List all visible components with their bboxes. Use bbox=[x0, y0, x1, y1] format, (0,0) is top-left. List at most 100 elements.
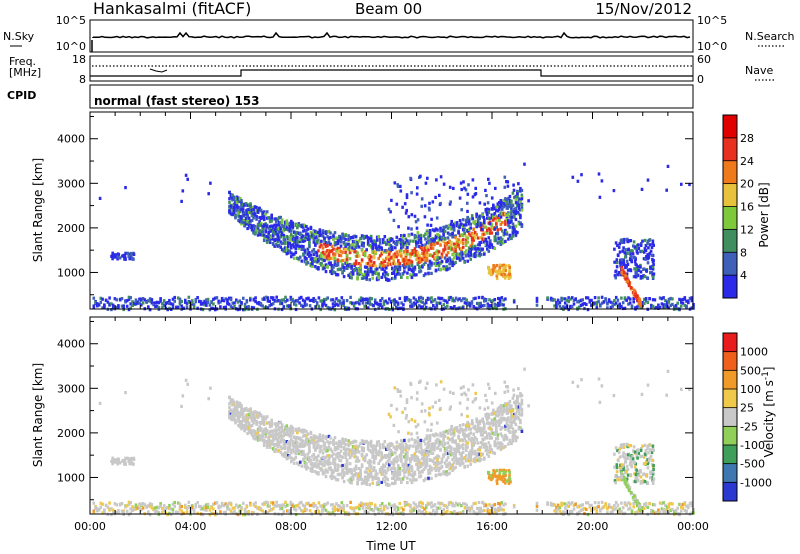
velocity-cell bbox=[465, 503, 468, 507]
power-cell bbox=[320, 239, 323, 243]
power-cell bbox=[422, 245, 426, 250]
velocity-cell bbox=[344, 466, 347, 470]
velocity-cell bbox=[288, 429, 292, 434]
power-cell bbox=[129, 255, 132, 259]
velocity-cell bbox=[253, 410, 257, 414]
velocity-cell bbox=[588, 503, 592, 508]
power-cell bbox=[329, 242, 332, 246]
power-cell bbox=[428, 253, 432, 257]
velocity-cell bbox=[275, 500, 278, 504]
power-cell bbox=[418, 256, 421, 260]
velocity-cell bbox=[111, 458, 114, 462]
velocity-cell bbox=[231, 506, 235, 510]
velocity-cell bbox=[354, 506, 358, 510]
power-cell bbox=[388, 252, 391, 256]
velocity-cell bbox=[287, 428, 290, 432]
power-cell bbox=[391, 247, 394, 251]
power-cell bbox=[600, 301, 604, 305]
velocity-cell bbox=[293, 457, 296, 461]
velocity-cell bbox=[234, 412, 237, 416]
power-cell bbox=[585, 296, 588, 300]
velocity-cell bbox=[353, 455, 356, 459]
power-cell bbox=[581, 302, 584, 306]
power-cell bbox=[127, 295, 131, 299]
velocity-cell bbox=[246, 425, 249, 429]
power-cell bbox=[625, 272, 629, 276]
power-cell bbox=[513, 229, 516, 233]
power-cell bbox=[324, 255, 328, 259]
power-cell bbox=[679, 304, 683, 308]
velocity-cell bbox=[270, 440, 273, 444]
velocity-cell bbox=[129, 507, 132, 511]
power-cell bbox=[443, 247, 447, 251]
power-cell bbox=[481, 223, 484, 227]
power-cell bbox=[395, 235, 399, 239]
power-cell bbox=[618, 261, 622, 265]
power-cell bbox=[365, 301, 368, 305]
power-cell bbox=[395, 241, 399, 245]
velocity-cell bbox=[353, 445, 356, 449]
power-cell bbox=[366, 306, 370, 310]
velocity-cell bbox=[306, 437, 310, 441]
power-cell bbox=[270, 235, 273, 239]
power-cell bbox=[496, 202, 500, 206]
power-cell bbox=[380, 267, 383, 271]
power-cell bbox=[180, 304, 183, 308]
power-cell bbox=[388, 241, 391, 245]
power-cell bbox=[350, 273, 353, 277]
power-cell bbox=[329, 250, 332, 254]
power-cell bbox=[627, 302, 630, 306]
velocity-cell bbox=[288, 446, 292, 450]
velocity-cell bbox=[185, 510, 189, 514]
power-cell bbox=[280, 248, 284, 252]
velocity-cell bbox=[253, 418, 257, 422]
power-cell bbox=[493, 239, 497, 243]
power-cell bbox=[509, 275, 512, 279]
power-cell bbox=[428, 244, 432, 249]
power-cell bbox=[642, 250, 646, 254]
power-cell bbox=[473, 236, 477, 240]
power-cell bbox=[333, 260, 337, 264]
power-cell bbox=[488, 181, 491, 185]
power-cell bbox=[451, 263, 454, 268]
velocity-cell bbox=[565, 503, 569, 507]
velocity-cell bbox=[570, 509, 574, 514]
power-cell bbox=[366, 236, 370, 240]
velocity-cell bbox=[129, 501, 132, 505]
velocity-cell bbox=[154, 509, 157, 514]
power-cell bbox=[435, 306, 439, 310]
velocity-cell bbox=[116, 457, 120, 461]
power-cell bbox=[499, 215, 503, 219]
power-cell bbox=[285, 252, 289, 256]
velocity-cell bbox=[222, 504, 226, 508]
power-cell bbox=[326, 296, 329, 300]
power-cell bbox=[353, 268, 356, 272]
power-cell bbox=[404, 265, 408, 269]
power-cell bbox=[237, 205, 240, 209]
velocity-cell bbox=[679, 505, 683, 509]
velocity-cell bbox=[442, 508, 446, 512]
power-cell bbox=[470, 247, 474, 251]
power-cell bbox=[523, 162, 526, 166]
power-cell bbox=[268, 225, 272, 229]
power-cell bbox=[478, 214, 481, 218]
power-cell bbox=[171, 297, 175, 301]
velocity-cell bbox=[332, 457, 335, 461]
power-cell bbox=[288, 227, 292, 231]
nsky-right-tick-top: 10^5 bbox=[697, 14, 727, 27]
power-cell bbox=[378, 241, 382, 245]
power-cell bbox=[335, 236, 338, 240]
power-cell bbox=[238, 304, 242, 308]
power-cell bbox=[290, 246, 293, 250]
power-cell bbox=[478, 247, 481, 251]
power-cell bbox=[150, 301, 154, 305]
power-cell bbox=[243, 203, 246, 207]
velocity-cell bbox=[353, 451, 356, 456]
velocity-cell bbox=[277, 428, 281, 432]
power-cell bbox=[570, 296, 574, 300]
power-cell bbox=[681, 297, 685, 301]
velocity-cell bbox=[495, 508, 498, 512]
velocity-cell bbox=[246, 431, 249, 436]
power-cell bbox=[147, 299, 150, 303]
power-cell bbox=[397, 268, 400, 272]
